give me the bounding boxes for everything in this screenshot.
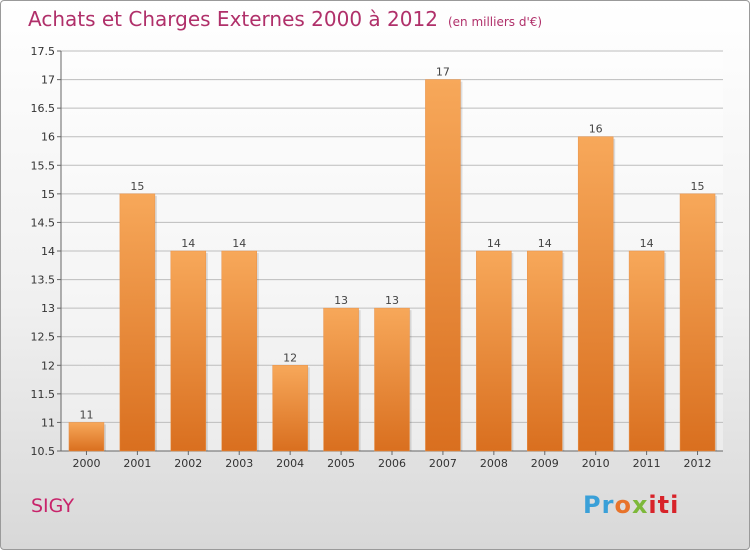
x-tick-label-2012: 2012: [684, 457, 712, 470]
chart-title: Achats et Charges Externes 2000 à 2012 (e…: [28, 7, 542, 31]
x-tick-label-2001: 2001: [123, 457, 151, 470]
x-tick-label-2009: 2009: [531, 457, 559, 470]
x-tick-label-2002: 2002: [174, 457, 202, 470]
x-tick-label-2000: 2000: [72, 457, 100, 470]
x-tick-label-2004: 2004: [276, 457, 304, 470]
chart-title-text: Achats et Charges Externes 2000 à 2012: [28, 7, 438, 31]
data-label-2011: 14: [640, 237, 654, 250]
bar-2004: [272, 365, 308, 452]
x-tick-label-2006: 2006: [378, 457, 406, 470]
bar-2001: [119, 193, 156, 452]
bar-2008: [476, 250, 512, 452]
data-label-2000: 11: [79, 408, 93, 421]
data-label-2003: 14: [232, 237, 246, 250]
y-tick-label: 14: [41, 245, 55, 258]
x-tick-label-2003: 2003: [225, 457, 253, 470]
bar-2009: [527, 250, 563, 452]
data-label-2008: 14: [487, 237, 501, 250]
bar-2002: [170, 250, 207, 452]
y-tick-label: 16.5: [31, 102, 56, 115]
data-label-2002: 14: [181, 237, 195, 250]
bar-2006: [374, 307, 410, 452]
data-label-2010: 16: [589, 123, 603, 136]
y-tick-label: 15: [41, 188, 55, 201]
y-tick-label: 12.5: [31, 331, 56, 344]
y-tick-label: 13.5: [31, 274, 56, 287]
x-tick-label-2010: 2010: [582, 457, 610, 470]
data-label-2006: 13: [385, 294, 399, 307]
y-tick-label: 10.5: [31, 445, 56, 458]
y-tick-label: 11.5: [31, 388, 56, 401]
x-tick-label-2005: 2005: [327, 457, 355, 470]
bar-2000: [68, 422, 105, 452]
y-tick-label: 14.5: [31, 216, 56, 229]
y-tick-label: 15.5: [31, 159, 56, 172]
data-label-2007: 17: [436, 66, 450, 79]
y-tick-label: 11: [41, 416, 55, 429]
bar-2012: [679, 193, 716, 452]
bar-2003: [221, 250, 257, 452]
y-tick-label: 17: [41, 74, 55, 87]
data-label-2009: 14: [538, 237, 552, 250]
bar-2007: [425, 79, 461, 452]
town-name: SIGY: [31, 495, 75, 517]
y-tick-label: 17.5: [31, 45, 56, 58]
proxiti-logo: Proxiti: [583, 491, 680, 519]
x-tick-label-2011: 2011: [633, 457, 661, 470]
data-label-2001: 15: [130, 180, 144, 193]
bar-2010: [577, 136, 614, 452]
chart-unit: (en milliers d'€): [447, 15, 543, 29]
data-label-2004: 12: [283, 351, 297, 364]
x-tick-label-2008: 2008: [480, 457, 508, 470]
bar-2005: [323, 307, 359, 452]
x-tick-label-2007: 2007: [429, 457, 457, 470]
y-tick-label: 16: [41, 131, 55, 144]
y-tick-label: 13: [41, 302, 55, 315]
y-tick-label: 12: [41, 359, 55, 372]
data-label-2005: 13: [334, 294, 348, 307]
bar-2011: [628, 250, 665, 452]
data-label-2012: 15: [691, 180, 705, 193]
